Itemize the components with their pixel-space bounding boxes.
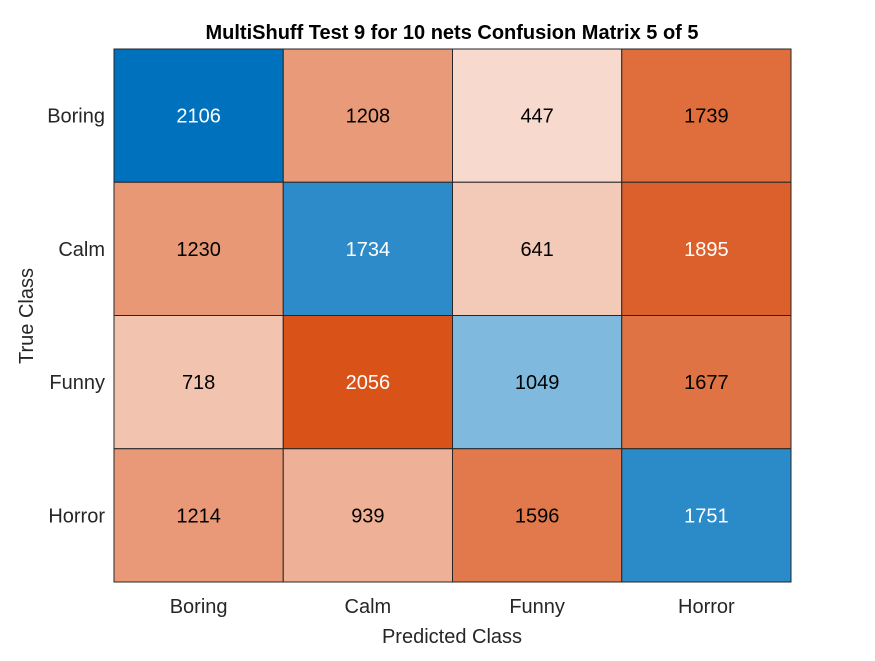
- matrix-cell-calm-horror: [621, 181, 792, 316]
- cell-value-label: 2056: [346, 372, 391, 394]
- matrix-cell-boring-calm: [282, 48, 453, 183]
- x-tick-labels: Boring Calm Funny Horror: [170, 596, 735, 618]
- matrix-cell-horror-boring: [113, 448, 284, 583]
- matrix-cell-funny-horror: [621, 315, 792, 450]
- matrix-cell-calm-calm: [282, 181, 453, 316]
- cell-value-label: 1230: [176, 239, 221, 261]
- cell-value-label: 1677: [684, 372, 729, 394]
- matrix-cell-boring-boring: [113, 48, 284, 183]
- matrix-cell-calm-funny: [452, 181, 623, 316]
- x-axis-label: Predicted Class: [382, 626, 522, 648]
- x-tick-label: Funny: [509, 596, 565, 618]
- cell-value-label: 1208: [346, 106, 391, 128]
- cell-value-label: 1049: [515, 372, 560, 394]
- x-tick-label: Calm: [345, 596, 392, 618]
- cell-value-label: 1739: [684, 106, 729, 128]
- matrix-cell-boring-horror: [621, 48, 792, 183]
- cell-value-label: 1214: [176, 505, 221, 527]
- y-tick-label: Calm: [58, 239, 105, 261]
- x-tick-label: Horror: [678, 596, 735, 618]
- y-tick-label: Boring: [47, 106, 105, 128]
- matrix-cell-funny-calm: [282, 315, 453, 450]
- cell-value-label: 447: [520, 106, 553, 128]
- y-tick-label: Horror: [48, 505, 105, 527]
- cell-value-label: 2106: [176, 106, 221, 128]
- y-tick-labels: Boring Calm Funny Horror: [47, 106, 105, 528]
- cell-value-label: 1734: [346, 239, 391, 261]
- cell-value-label: 718: [182, 372, 215, 394]
- matrix-cell-calm-boring: [113, 181, 284, 316]
- cell-value-label: 1895: [684, 239, 729, 261]
- matrix-cell-horror-funny: [452, 448, 623, 583]
- cell-value-label: 939: [351, 505, 384, 527]
- cell-labels-layer: 2106 1208 447 1739 1230 1734 641 1895 718 2056 104…: [176, 106, 728, 528]
- plot-border: [113, 48, 792, 583]
- matrix-cell-horror-horror: [621, 448, 792, 583]
- chart-title: MultiShuff Test 9 for 10 nets Confusion …: [206, 22, 699, 44]
- cell-value-label: 1751: [684, 505, 729, 527]
- cells-layer: [113, 48, 792, 583]
- matrix-cell-horror-calm: [282, 448, 453, 583]
- cell-value-label: 641: [520, 239, 553, 261]
- y-axis-label: True Class: [16, 268, 38, 364]
- x-tick-label: Boring: [170, 596, 228, 618]
- cell-value-label: 1596: [515, 505, 560, 527]
- y-tick-label: Funny: [49, 372, 105, 394]
